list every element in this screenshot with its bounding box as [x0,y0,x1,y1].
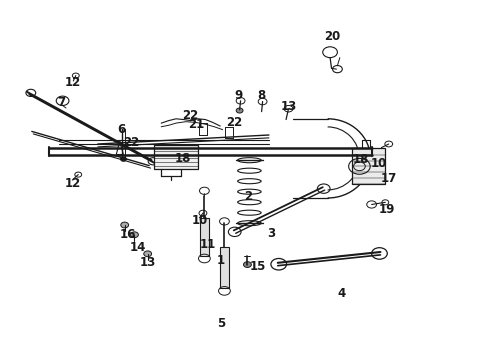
Text: 12: 12 [64,76,81,89]
Bar [199,218,209,256]
Text: 2: 2 [244,190,252,203]
Text: 16: 16 [120,228,136,240]
Text: 18: 18 [352,153,368,166]
Text: 20: 20 [324,30,340,42]
Bar [154,145,198,169]
Text: 22: 22 [226,116,243,129]
Text: 10: 10 [370,157,386,170]
Text: 5: 5 [217,317,224,330]
Text: 17: 17 [380,172,396,185]
Bar [351,148,385,184]
Text: 10: 10 [191,214,207,227]
Text: 19: 19 [378,203,395,216]
Circle shape [121,222,128,228]
Text: 13: 13 [280,100,296,113]
Text: 4: 4 [337,287,345,300]
Text: 9: 9 [234,89,242,102]
Bar [220,247,228,288]
Circle shape [130,232,138,238]
Text: 3: 3 [267,227,275,240]
Text: 7: 7 [57,96,65,109]
Circle shape [143,251,151,257]
Text: 11: 11 [199,238,216,251]
Text: 1: 1 [217,255,224,267]
Text: 22: 22 [182,109,199,122]
Text: 13: 13 [139,256,156,269]
Text: 12: 12 [64,177,81,190]
Text: 6: 6 [117,123,125,136]
Circle shape [243,262,251,267]
Text: 21: 21 [188,118,204,131]
Text: 22: 22 [122,136,139,149]
Text: 18: 18 [175,152,191,165]
Text: 14: 14 [129,241,146,254]
Text: 8: 8 [257,89,265,102]
Text: 15: 15 [249,260,266,273]
Circle shape [236,108,243,113]
Circle shape [120,157,126,161]
